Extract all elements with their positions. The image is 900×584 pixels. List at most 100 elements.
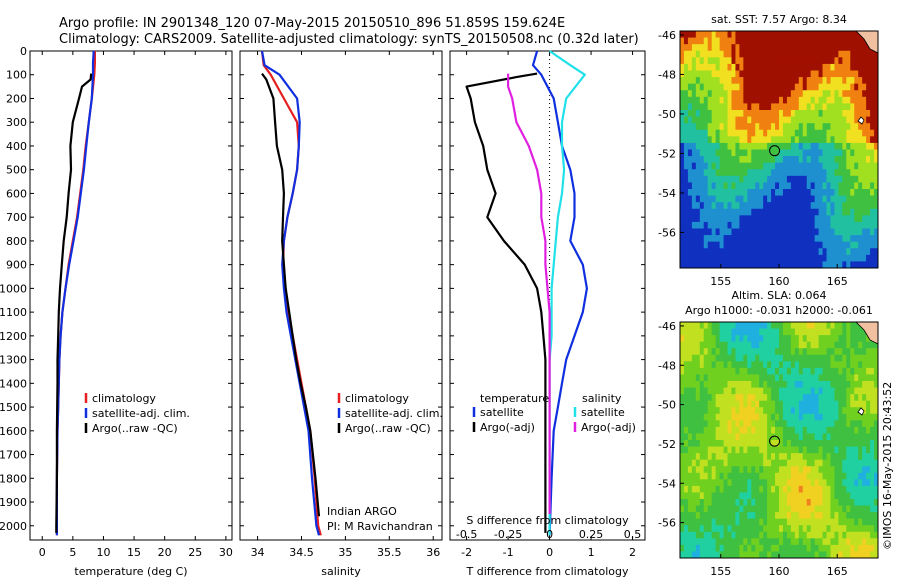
map-cell [699, 466, 705, 474]
map-cell [683, 413, 689, 421]
map-cell [842, 254, 847, 262]
map-cell [731, 518, 736, 526]
map-cell [751, 241, 756, 249]
map-cell [874, 499, 879, 506]
map-cell [747, 44, 752, 52]
map-cell [775, 149, 780, 157]
map-cell [810, 103, 816, 111]
map-cell [842, 335, 847, 343]
map-cell [870, 492, 875, 500]
map-cell [810, 531, 816, 539]
map-cell [826, 31, 831, 38]
map-cell [683, 110, 689, 117]
map-cell [790, 44, 796, 52]
map-cell [711, 538, 717, 546]
map-cell [874, 381, 879, 388]
map-cell [691, 328, 697, 336]
map-cell [715, 189, 720, 196]
map-cell [866, 492, 871, 500]
map-cell [755, 328, 760, 336]
map-cell [703, 348, 709, 356]
map-cell [719, 162, 724, 170]
map-cell [691, 387, 697, 395]
map-cell [735, 531, 740, 539]
map-cell [858, 228, 863, 236]
map-cell [818, 472, 823, 480]
map-cell [711, 335, 717, 343]
map-cell [771, 31, 776, 38]
map-cell [830, 328, 835, 336]
map-cell [830, 518, 835, 526]
map-cell [763, 335, 768, 343]
map-cell [846, 83, 851, 91]
map-cell [755, 110, 760, 117]
map-cell [866, 208, 871, 216]
map-cell [786, 136, 792, 144]
map-cell [759, 189, 764, 196]
map-cell [727, 162, 732, 170]
map-cell [850, 189, 855, 196]
map-cell [866, 129, 871, 137]
map-cell [755, 453, 760, 461]
map-cell [822, 407, 827, 415]
map-cell [842, 169, 847, 177]
map-cell [763, 63, 768, 71]
map-cell [870, 182, 875, 190]
map-cell [806, 103, 812, 111]
map-cell [699, 136, 705, 144]
map-cell [826, 538, 831, 546]
map-cell [775, 37, 780, 45]
map-cell [711, 361, 717, 369]
map-cell [743, 221, 748, 229]
map-cell [771, 479, 776, 487]
map-cell [806, 175, 812, 183]
map-cell [866, 426, 871, 434]
map-cell [680, 103, 685, 111]
map-cell [683, 31, 689, 38]
x-axis-label: T difference from climatology [466, 565, 629, 578]
map-cell [830, 394, 835, 402]
map-cell [818, 189, 823, 196]
map-cell [699, 83, 705, 91]
map-cell [838, 149, 843, 157]
map-cell [786, 525, 792, 533]
map-cell [755, 400, 760, 408]
map-cell [786, 83, 792, 91]
map-cell [818, 90, 823, 98]
map-cell [775, 169, 780, 177]
map-cell [680, 261, 685, 269]
map-cell [707, 77, 713, 85]
map-cell [822, 103, 827, 111]
map-cell [719, 544, 724, 552]
map-cell [850, 248, 855, 256]
map-cell [755, 354, 760, 362]
map-cell [707, 215, 713, 223]
map-cell [818, 83, 823, 91]
map-cell [874, 485, 879, 493]
map-cell [782, 354, 788, 362]
map-cell [775, 505, 780, 513]
map-cell [719, 182, 724, 190]
map-cell [794, 367, 800, 375]
map-cell [763, 202, 768, 210]
map-cell [806, 248, 812, 256]
map-cell [858, 531, 863, 539]
s-tick-label: 0 [546, 528, 553, 541]
map-cell [771, 407, 776, 415]
map-cell [719, 459, 724, 467]
y-tick-label: -50 [658, 108, 676, 121]
map-cell [794, 518, 800, 526]
map-cell [687, 221, 693, 229]
map-cell [695, 110, 701, 117]
map-cell [771, 189, 776, 196]
map-cell [834, 254, 839, 262]
map-cell [830, 361, 835, 369]
map-cell [866, 394, 871, 402]
map-cell [763, 215, 768, 223]
map-cell [806, 50, 812, 58]
map-cell [850, 407, 855, 415]
map-cell [814, 90, 819, 98]
map-cell [830, 228, 835, 236]
map-cell [683, 433, 689, 441]
map-cell [846, 335, 851, 343]
